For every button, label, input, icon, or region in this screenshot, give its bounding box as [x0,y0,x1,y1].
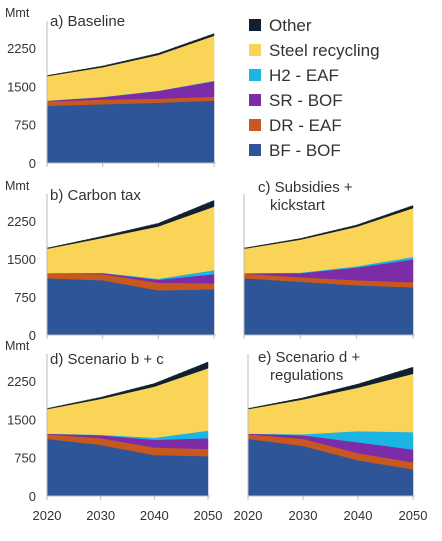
y-tick-label: 1500 [7,79,36,94]
y-tick-label: 2250 [7,41,36,56]
panel-title: b) Carbon tax [50,187,141,204]
x-tick-label: 2050 [194,508,223,523]
total-line-panel4 [46,361,209,409]
legend-label-h2-eaf: H2 - EAF [269,66,339,85]
legend-label-other: Other [269,16,312,35]
panel-title: a) Baseline [50,13,125,30]
legend-swatch-steel-recycling [249,44,261,56]
y-unit-label: Mmt [5,6,30,20]
y-tick-label: 1500 [7,412,36,427]
area-panel4-steel-recycling [46,367,209,438]
y-tick-label: 0 [29,328,36,343]
legend-swatch-other [249,19,261,31]
area-panel1-bf-bof [46,100,215,164]
y-tick-label: 0 [29,156,36,171]
y-tick-label: 0 [29,489,36,504]
total-line-panel1 [46,33,215,76]
x-tick-label: 2030 [289,508,318,523]
y-tick-label: 750 [14,451,36,466]
legend-swatch-sr-bof [249,94,261,106]
legend-swatch-h2-eaf [249,69,261,81]
legend-label-sr-bof: SR - BOF [269,91,343,110]
y-tick-label: 750 [14,290,36,305]
panel-title: d) Scenario b + c [50,351,164,368]
area-panel4-other [46,361,209,410]
legend-label-steel-recycling: Steel recycling [269,41,380,60]
y-tick-label: 2250 [7,214,36,229]
x-tick-label: 2050 [399,508,428,523]
x-tick-label: 2040 [140,508,169,523]
y-tick-label: 1500 [7,252,36,267]
legend-label-dr-eaf: DR - EAF [269,116,342,135]
area-panel5-other [247,366,414,410]
x-tick-label: 2020 [234,508,263,523]
total-line-panel5 [247,366,414,409]
y-tick-label: 2250 [7,374,36,389]
x-tick-label: 2020 [33,508,62,523]
total-line-panel3 [243,205,414,249]
x-tick-label: 2030 [86,508,115,523]
panel-title: c) Subsidies + kickstart [258,179,353,214]
y-unit-label: Mmt [5,339,30,353]
y-tick-label: 750 [14,118,36,133]
legend-swatch-dr-eaf [249,119,261,131]
panel-title: e) Scenario d + regulations [258,349,360,384]
y-unit-label: Mmt [5,179,30,193]
area-panel3-bf-bof [243,277,414,336]
total-line-panel2 [46,200,215,249]
x-tick-label: 2040 [344,508,373,523]
legend-label-bf-bof: BF - BOF [269,141,341,160]
legend-swatch-bf-bof [249,144,261,156]
